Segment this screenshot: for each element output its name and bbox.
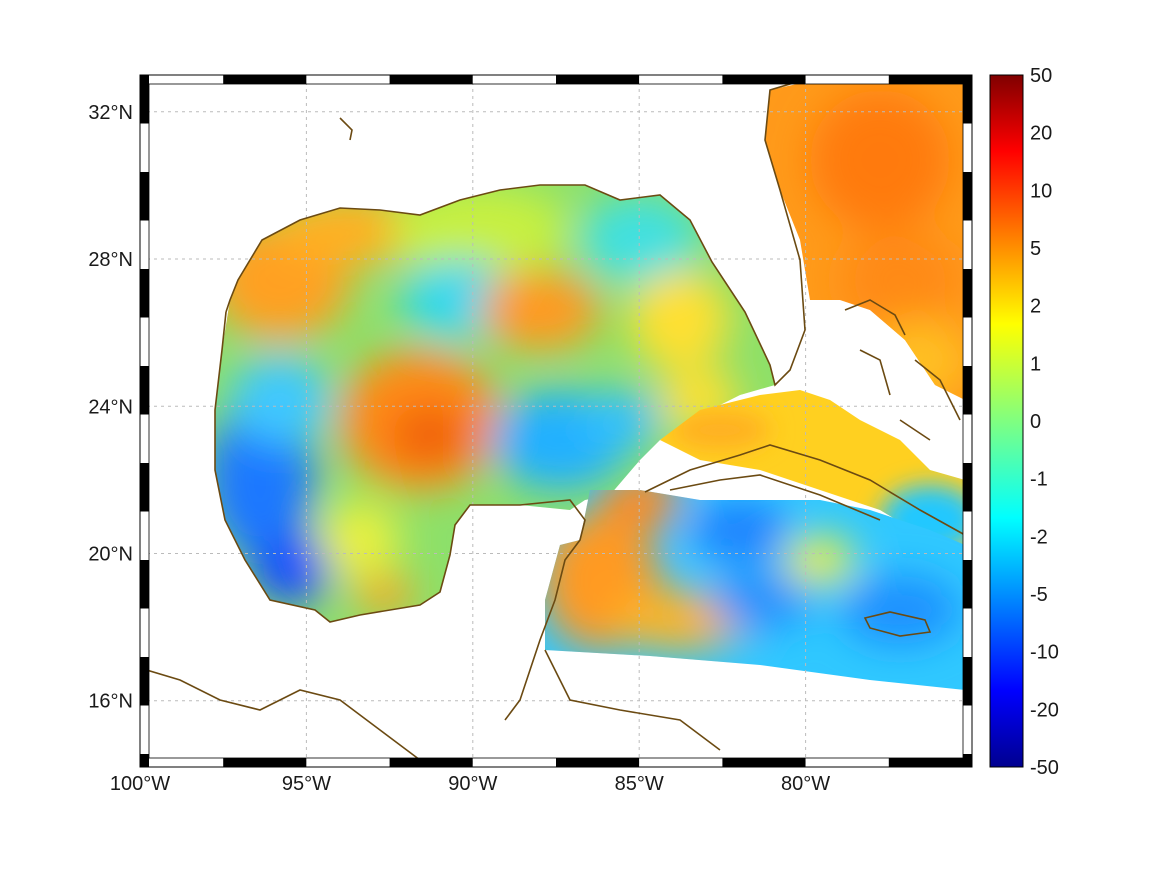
frame-outline: [139, 74, 973, 768]
colorbar-tick-label: -1: [1030, 469, 1048, 491]
frame-segment-left: [140, 608, 149, 657]
frame-segment-right: [963, 414, 972, 463]
frame-segment-right: [963, 608, 972, 657]
frame-segment-right: [963, 75, 972, 124]
coastline-cape: [339, 117, 353, 141]
frame-segment-top: [140, 75, 224, 84]
colorbar-tick-label: 10: [1030, 180, 1052, 202]
frame-segment-top: [472, 75, 556, 84]
coastline-gulf: [225, 77, 811, 387]
frame-segment-left: [140, 560, 149, 609]
colorbar-tick-label: -2: [1030, 526, 1048, 548]
coastlines: [140, 77, 966, 761]
frame-segment-left: [140, 123, 149, 172]
frame-segment-bottom: [140, 758, 224, 767]
frame-segment-left: [140, 754, 149, 767]
colorbar-tick-label: 20: [1030, 123, 1052, 145]
lon-tick-label: 95°W: [282, 773, 331, 795]
frame-segment-right: [963, 317, 972, 366]
colorbar-tick-label: 50: [1030, 65, 1052, 87]
colorbar-tick-label: -20: [1030, 699, 1059, 721]
frame-segment-bottom: [223, 758, 307, 767]
frame-segment-top: [556, 75, 640, 84]
frame-segment-right: [963, 269, 972, 318]
frame-segment-top: [805, 75, 889, 84]
grid-lines: [140, 75, 972, 767]
frame-segment-bottom: [306, 758, 390, 767]
colorbar-tick-label: 5: [1030, 238, 1041, 260]
frame-segment-left: [140, 172, 149, 221]
field-gulf: [215, 185, 775, 622]
frame-segment-bottom: [639, 758, 723, 767]
frame-segment-left: [140, 511, 149, 560]
coastline-cuba: [644, 444, 966, 536]
frame-segment-right: [963, 463, 972, 512]
frame-segment-bottom: [389, 758, 473, 767]
frame-segment-right: [963, 172, 972, 221]
frame-segment-top: [306, 75, 390, 84]
lon-tick-label: 90°W: [448, 773, 497, 795]
colorbar-tick-label: -5: [1030, 584, 1048, 606]
colorbar-tick-label: 1: [1030, 353, 1041, 375]
coastline-pacific: [140, 667, 421, 761]
frame-segment-right: [963, 220, 972, 269]
coastline-mexico: [214, 311, 586, 721]
frame-segment-left: [140, 269, 149, 318]
colorbar-gradient: [989, 74, 1024, 768]
frame-segment-bottom: [888, 758, 972, 767]
frame-segment-right: [963, 754, 972, 767]
coastline-cuba-south: [669, 474, 881, 521]
map-frame: [139, 74, 973, 768]
lat-tick-label: 32°N: [88, 102, 133, 124]
frame-segment-right: [963, 560, 972, 609]
frame-segment-right: [963, 657, 972, 706]
lat-tick-label: 16°N: [88, 691, 133, 713]
lat-tick-label: 28°N: [88, 249, 133, 271]
frame-segment-top: [888, 75, 972, 84]
frame-segment-bottom: [472, 758, 556, 767]
frame-segment-right: [963, 366, 972, 415]
frame-segment-left: [140, 220, 149, 269]
frame-segment-right: [963, 123, 972, 172]
coastline-jamaica: [863, 611, 932, 637]
frame-segment-left: [140, 317, 149, 366]
frame-segment-top: [639, 75, 723, 84]
coastline-central-america: [544, 649, 721, 751]
longitude-labels: 100°W 95°W 90°W 85°W 80°W: [110, 773, 830, 795]
frame-inner-outline: [148, 83, 964, 759]
frame-segment-top: [223, 75, 307, 84]
lat-tick-label: 20°N: [88, 544, 133, 566]
coastline-bahamas: [844, 299, 961, 441]
frame-segment-bottom: [805, 758, 889, 767]
frame-segment-left: [140, 366, 149, 415]
frame-segment-left: [140, 657, 149, 706]
frame-segment-left: [140, 705, 149, 754]
lat-tick-label: 24°N: [88, 396, 133, 418]
frame-segment-right: [963, 511, 972, 560]
lon-tick-label: 80°W: [781, 773, 830, 795]
frame-segment-right: [963, 705, 972, 754]
frame-segment-top: [722, 75, 806, 84]
colorbar-tick-label: -10: [1030, 642, 1059, 664]
lon-tick-label: 85°W: [615, 773, 664, 795]
frame-segment-bottom: [722, 758, 806, 767]
lon-tick-label: 100°W: [110, 773, 170, 795]
frame-segment-left: [140, 414, 149, 463]
frame-segment-top: [389, 75, 473, 84]
colorbar-tick-label: -50: [1030, 757, 1059, 779]
colorbar-tick-label: 2: [1030, 296, 1041, 318]
frame-segment-left: [140, 75, 149, 124]
frame-segment-left: [140, 463, 149, 512]
latitude-labels: 16°N 20°N 24°N 28°N 32°N: [88, 102, 133, 713]
frame-segment-bottom: [556, 758, 640, 767]
colorbar-tick-label: 0: [1030, 411, 1041, 433]
